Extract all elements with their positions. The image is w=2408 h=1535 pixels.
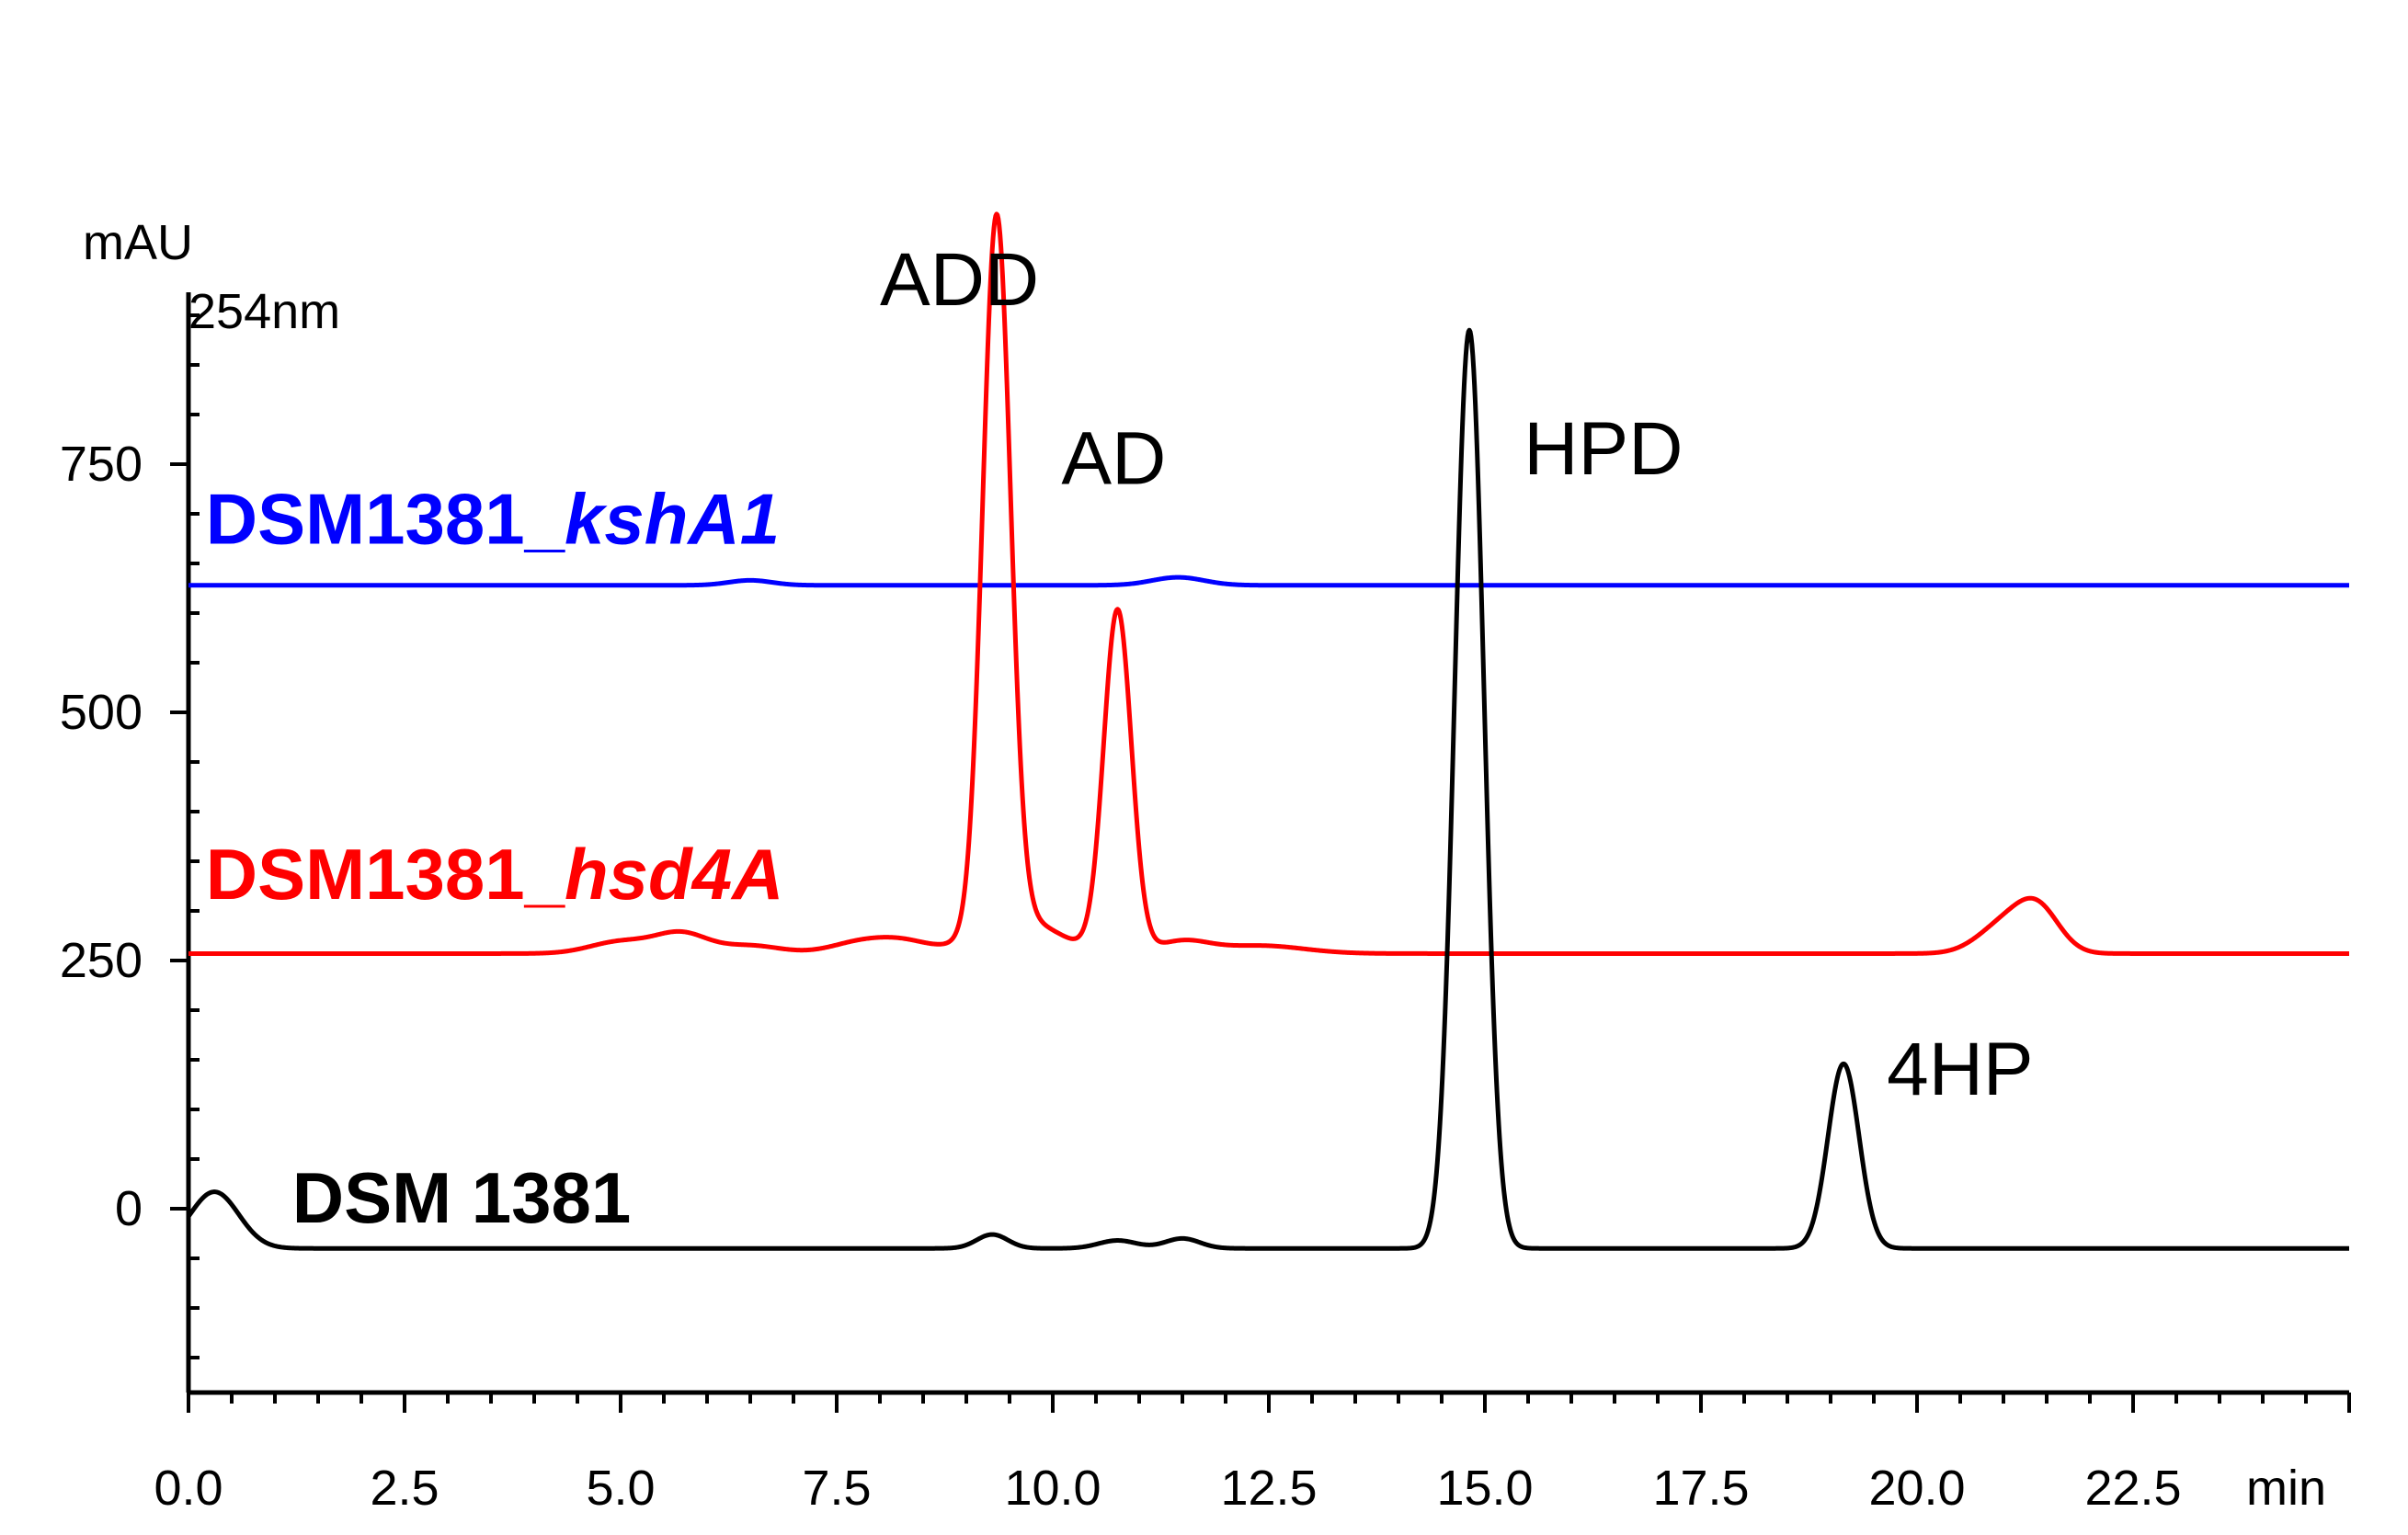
peak-label: 4HP — [1887, 1028, 2034, 1111]
peak-label: ADD — [880, 238, 1039, 322]
y-tick-label: 500 — [60, 685, 143, 740]
series-line-2 — [186, 327, 2351, 1251]
series-name-italic: hsd4A — [565, 834, 783, 915]
series-line-0 — [187, 574, 2351, 588]
series-name-prefix: DSM 1381 — [292, 1157, 632, 1238]
series-name-italic: kshA1 — [565, 478, 780, 559]
x-tick-label: 7.5 — [802, 1461, 871, 1516]
x-tick-label: 20.0 — [1868, 1461, 1965, 1516]
y-tick-label: 750 — [60, 437, 143, 492]
peak-label: AD — [1061, 417, 1166, 501]
y-tick-label: 0 — [115, 1181, 143, 1236]
peak-label: HPD — [1524, 407, 1683, 491]
series-name-prefix: DSM1381_ — [206, 834, 566, 915]
x-axis-label: min — [2246, 1461, 2326, 1516]
axes-layer: 0 250 500 750 0.0 2.5 5.0 7.5 10.0 12.5 15.0 17.5 20… — [60, 292, 2351, 1516]
y-axis-sublabel: 254nm — [188, 284, 340, 339]
x-tick-label: 5.0 — [586, 1461, 655, 1516]
series-layer — [186, 211, 2351, 1251]
x-tick-label: 22.5 — [2084, 1461, 2181, 1516]
y-tick-label: 250 — [60, 933, 143, 988]
x-tick-label: 15.0 — [1436, 1461, 1533, 1516]
x-tick-label: 0.0 — [154, 1461, 223, 1516]
series-name-label: DSM 1381 — [292, 1157, 632, 1238]
series-line-1 — [187, 211, 2351, 956]
series-name-prefix: DSM1381_ — [206, 478, 566, 559]
x-tick-label: 10.0 — [1004, 1461, 1101, 1516]
x-tick-label: 17.5 — [1652, 1461, 1749, 1516]
x-tick-label: 2.5 — [370, 1461, 439, 1516]
series-name-label: DSM1381_kshA1 — [206, 478, 780, 559]
x-tick-label: 12.5 — [1220, 1461, 1317, 1516]
series-name-label: DSM1381_hsd4A — [206, 834, 784, 915]
y-axis-label: mAU — [83, 215, 193, 270]
